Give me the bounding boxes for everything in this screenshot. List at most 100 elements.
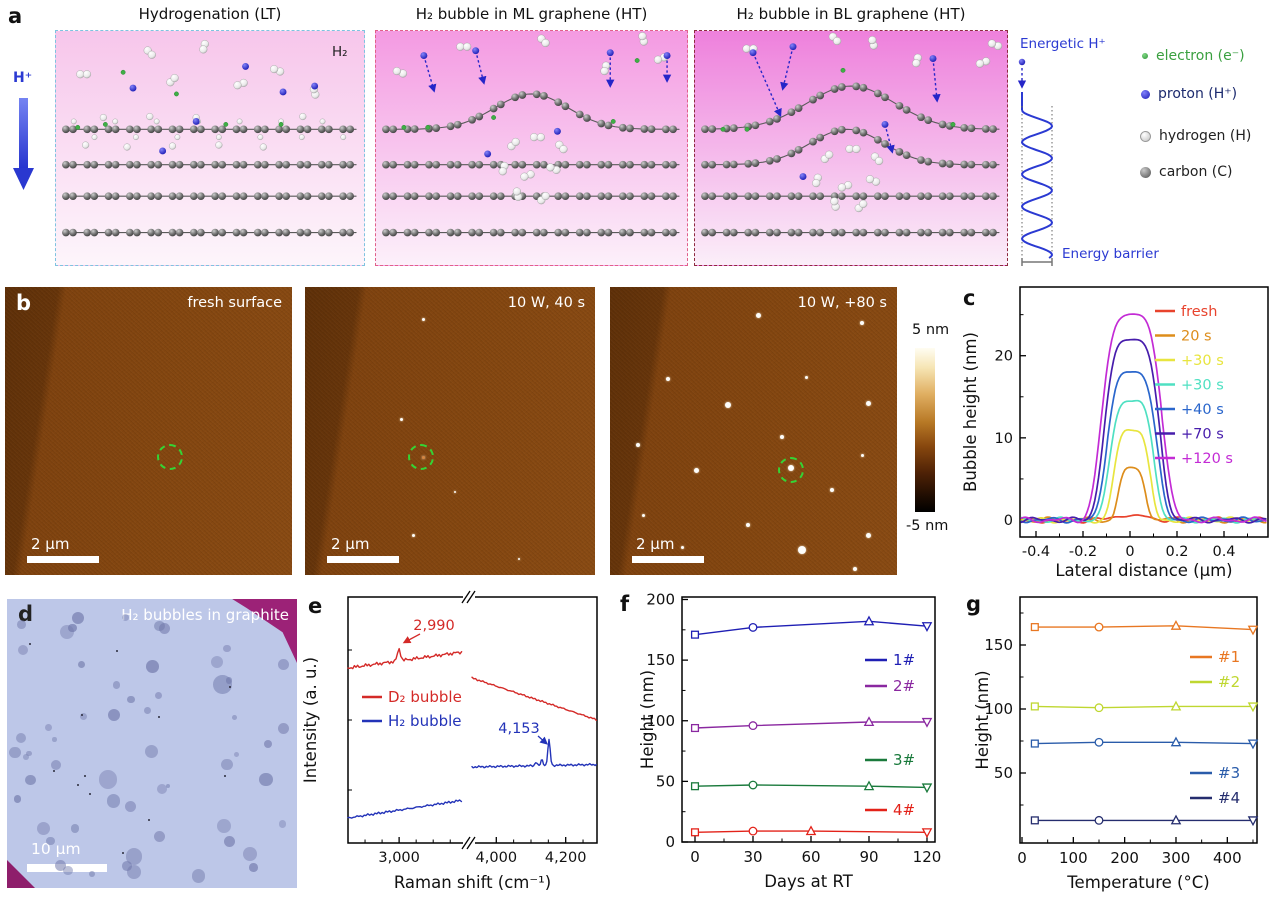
chart-text: 100 [984, 700, 1013, 718]
break-gap [463, 837, 475, 849]
carbon-atom [895, 101, 904, 110]
carbon-atom [902, 228, 911, 237]
carbon-atom [787, 108, 796, 116]
carbon-atom [597, 119, 606, 128]
carbon-atom [489, 160, 498, 169]
optical-caption: H₂ bubbles in graphite [121, 606, 289, 624]
carbon-atom [852, 192, 861, 201]
carbon-atom [154, 228, 163, 237]
carbon-atom [432, 124, 441, 132]
marker-triangle-down [921, 828, 933, 839]
panel-b-label: b [16, 291, 32, 315]
h2-bubble [79, 712, 88, 720]
h2-molecule [199, 45, 208, 54]
carbon-atom [938, 159, 947, 168]
carbon-atom [794, 104, 803, 112]
colorbar [915, 348, 935, 512]
proton [663, 52, 671, 60]
carbon-atom [708, 160, 717, 169]
carbon-atom [895, 192, 904, 201]
carbon-atom [938, 228, 947, 237]
energetic-hplus-label: Energetic H⁺ [1020, 36, 1106, 52]
marker-triangle-up [1170, 814, 1182, 825]
scale-label: 2 μm [31, 535, 70, 553]
carbon-atom [532, 90, 541, 99]
carbon-atom [475, 192, 484, 201]
carbon-atom [296, 192, 305, 201]
h2-bubble [278, 819, 287, 828]
bubble-dot [853, 567, 857, 571]
energetic-proton [1018, 58, 1026, 66]
carbon-atom [669, 228, 677, 237]
carbon-atom [575, 228, 584, 237]
chart-height-vs-temperature: 0 100 200 300 400 50 100 150 Temperature (°C) Hei… [975, 596, 1259, 892]
h2-bubble [146, 660, 160, 674]
h2-bubble [107, 708, 121, 721]
carbon-atom [597, 192, 606, 201]
chart-text: 60 [801, 848, 820, 866]
carbon-atom [189, 192, 198, 201]
carbon-atom [809, 95, 817, 104]
annotation-arrow [537, 735, 548, 745]
carbon-atom [432, 192, 441, 201]
bubble-dot [755, 312, 761, 318]
axis-frame [1019, 596, 1258, 844]
carbon-atom [111, 125, 120, 134]
carbon-atom [989, 160, 997, 169]
carbon-atom [960, 192, 969, 201]
h2-bubble [243, 847, 257, 861]
carbon-atom [389, 228, 398, 237]
speck [29, 643, 32, 646]
carbon-atom [325, 125, 333, 134]
proton [129, 84, 137, 92]
h2-bubble [223, 836, 236, 848]
carbon-atom [147, 192, 156, 201]
carbon-atom [339, 228, 347, 237]
carbon-atom [253, 192, 262, 201]
carbon-atom [511, 160, 520, 169]
h2-molecule [874, 156, 884, 166]
electron [425, 124, 431, 130]
panel-d-label: d [18, 602, 34, 626]
carbon-atom [218, 192, 227, 201]
h2-bubble [127, 865, 142, 880]
carbon-atom [69, 228, 77, 237]
carbon-atom [575, 110, 584, 119]
carbon-atom [830, 228, 839, 237]
annotation-arrow [402, 633, 421, 644]
attached-hydrogen-atom [257, 134, 264, 141]
legend-label: +70 s [1181, 427, 1224, 443]
carbon-atom [197, 160, 205, 169]
proton [311, 82, 319, 90]
chart-text: 4,000 [476, 850, 518, 866]
legend-label: 3# [893, 751, 915, 769]
scheme-title-hydrogenation: Hydrogenation (LT) [138, 5, 282, 23]
speck [116, 650, 119, 653]
afm-image-80s: 10 W, +80 s 2 μm [610, 287, 897, 575]
carbon-atom [339, 125, 347, 134]
carbon-atom [282, 160, 291, 169]
carbon-atom [532, 160, 541, 169]
carbon-atom [432, 160, 441, 169]
attached-hydrogen-atom [112, 118, 119, 125]
carbon-atom [960, 228, 969, 237]
chart-text: 0 [1017, 849, 1027, 867]
speck [122, 852, 125, 855]
chart-height-vs-days: 0 30 60 90 120 0 50 100 150 200 Days at RT Height (… [640, 591, 941, 892]
chart-text: 4,200 [545, 850, 587, 866]
chart-text: 0 [1004, 513, 1013, 529]
panel-a-label: a [8, 4, 23, 28]
carbon-atom [669, 192, 677, 201]
carbon-atom [837, 228, 846, 237]
h2-bubble [249, 863, 258, 872]
carbon-atom [873, 192, 882, 201]
carbon-atom [873, 89, 882, 98]
carbon-atom [561, 228, 570, 237]
scale-bar [27, 556, 99, 563]
carbon-atom [189, 160, 198, 169]
h2-bubble [226, 677, 233, 684]
h2-molecule [975, 59, 985, 68]
carbon-atom [626, 160, 634, 169]
carbon-atom [475, 112, 484, 121]
carbon-atom [751, 228, 760, 237]
